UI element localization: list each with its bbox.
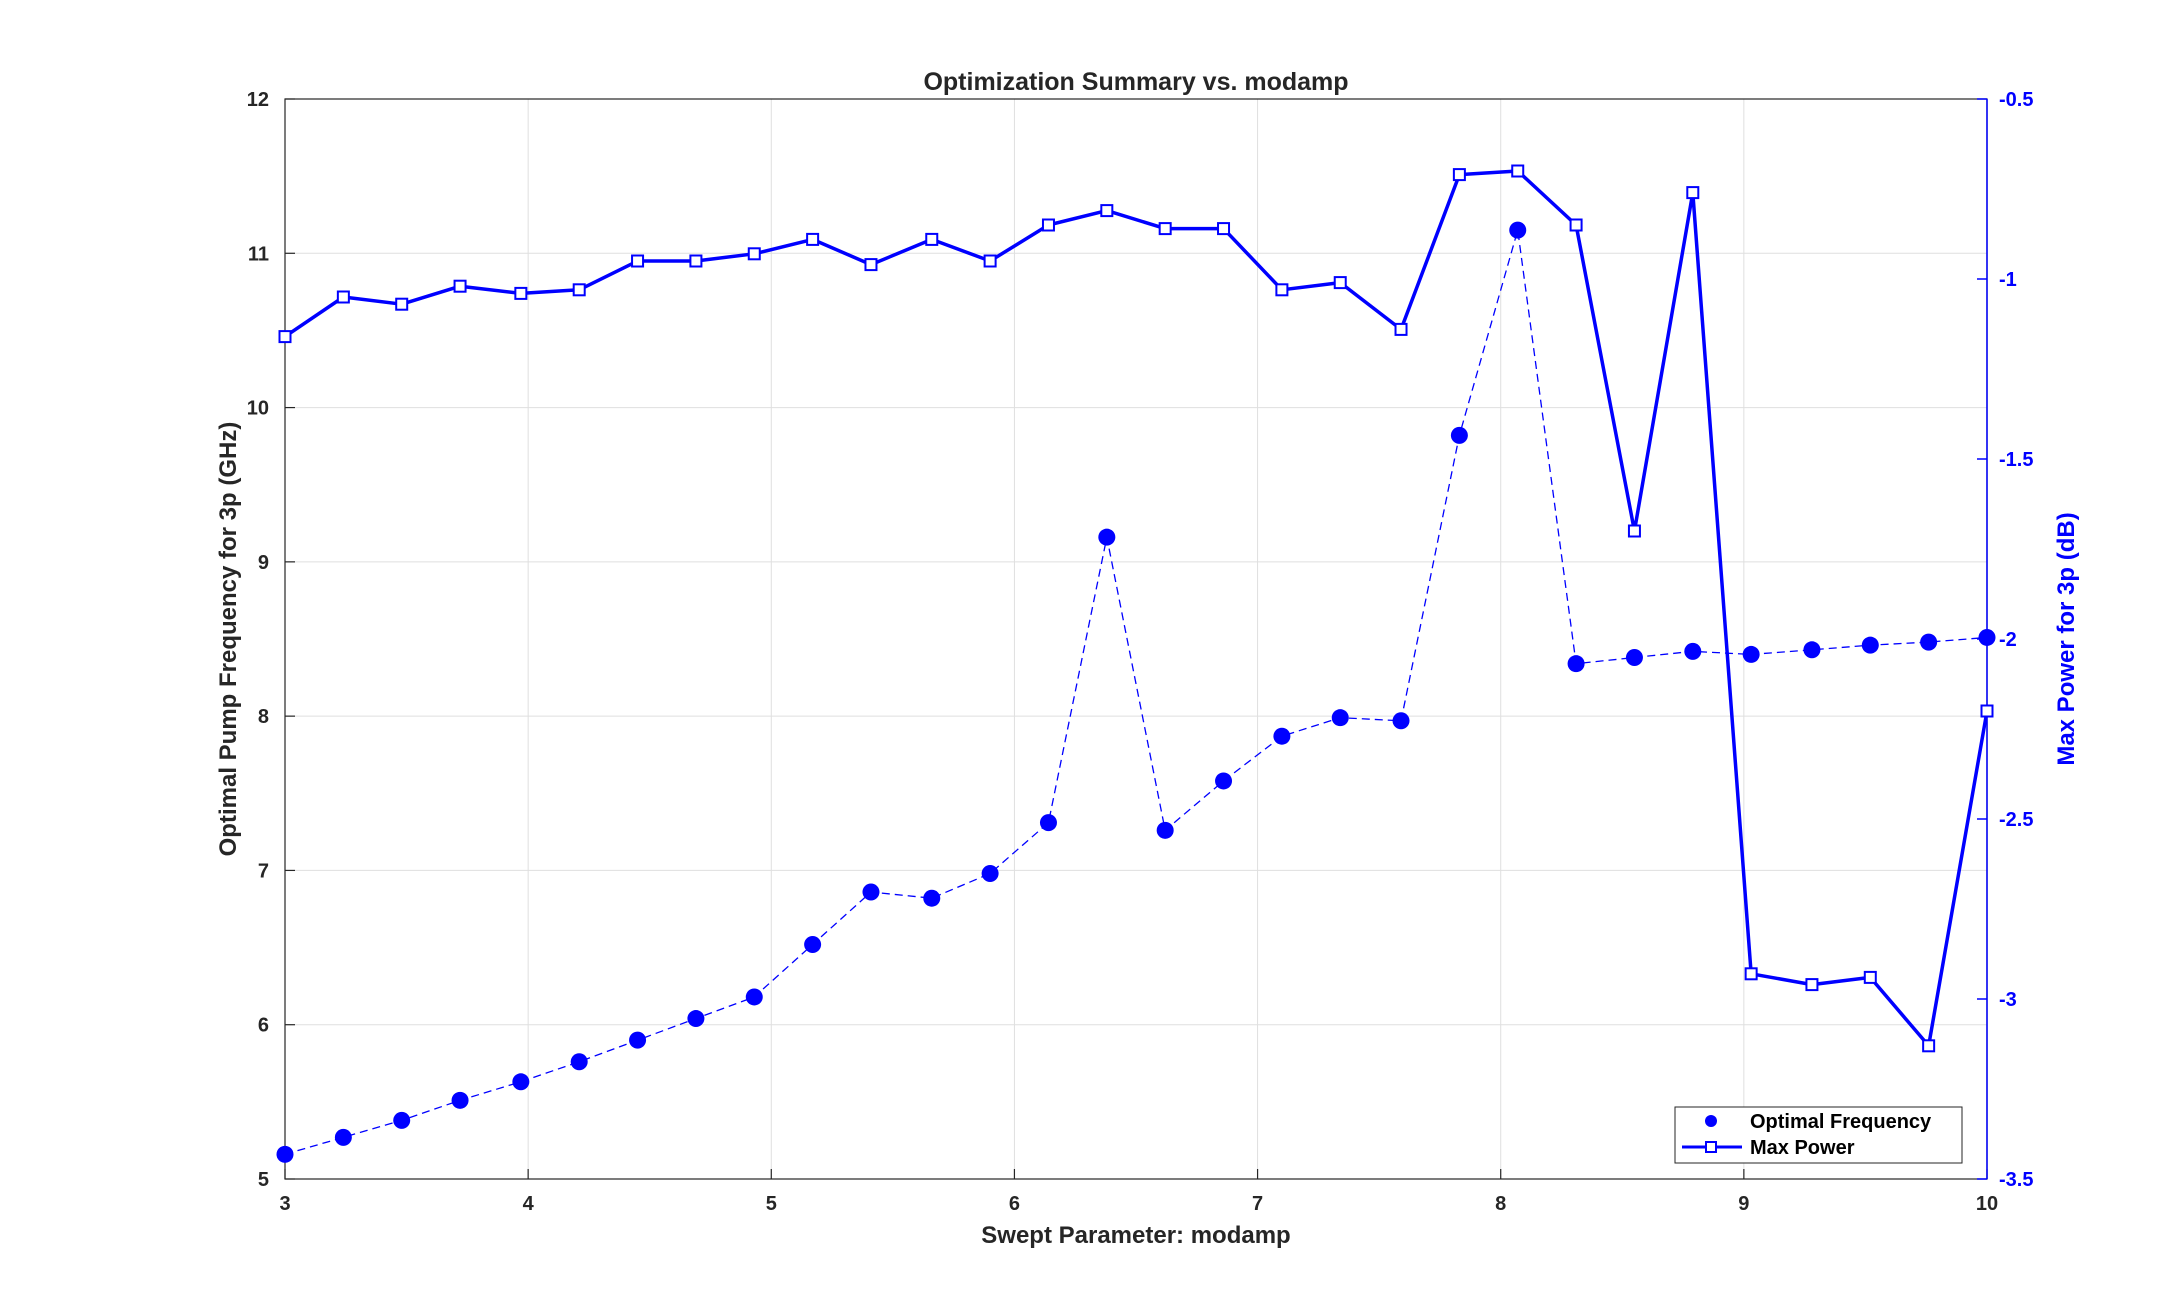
y-axis-left-label: Optimal Pump Frequency for 3p (GHz) [215,422,242,857]
data-point-optimal-frequency [1450,426,1468,444]
legend-marker-optimal-frequency [1705,1115,1717,1127]
data-point-optimal-frequency [1803,641,1821,659]
axes: 3 4 5 6 7 8 9 10 5 6 7 8 9 10 11 12 -0.5 -1 -1.5 -2 -2.5 -3 -3… [247,89,2034,1215]
data-point-max-power [453,279,467,293]
y-left-tick-label: 8 [258,706,269,728]
data-point-optimal-frequency [862,883,880,901]
data-point-max-power [983,254,997,268]
data-point-max-power [1744,967,1758,981]
data-point-optimal-frequency [1509,221,1527,239]
x-tick-label: 8 [1495,1193,1506,1215]
data-point-max-power [1394,322,1408,336]
data-point-max-power [1627,524,1641,538]
data-point-optimal-frequency [1861,636,1879,654]
y-right-tick-label: -1 [1999,269,2017,291]
data-point-max-power [1333,276,1347,290]
data-point-max-power [572,283,586,297]
data-point-optimal-frequency [1625,649,1643,667]
data-point-optimal-frequency [745,988,763,1006]
x-tick-label: 10 [1976,1193,1998,1215]
legend-box [1674,1106,1963,1164]
data-point-max-power [864,258,878,272]
y-left-tick-label: 5 [258,1169,269,1191]
data-point-optimal-frequency [451,1091,469,1109]
data-point-max-power [1217,222,1231,236]
data-point-max-power [1452,168,1466,182]
data-point-optimal-frequency [276,1145,294,1163]
data-point-max-power [747,247,761,261]
data-point-optimal-frequency [1684,642,1702,660]
data-point-optimal-frequency [1215,772,1233,790]
data-point-optimal-frequency [1273,727,1291,745]
data-point-optimal-frequency [1039,814,1057,832]
data-point-max-power [1805,978,1819,992]
y-left-tick-label: 9 [258,552,269,574]
data-point-optimal-frequency [570,1053,588,1071]
data-point-optimal-frequency [923,889,941,907]
y-right-tick-label: -0.5 [1999,89,2033,111]
chart-title: Optimization Summary vs. modamp [923,68,1348,96]
series-line-optimal-frequency [284,229,1988,1155]
data-point-max-power [1863,970,1877,984]
y-left-tick-label: 6 [258,1015,269,1037]
y-right-tick-label: -2.5 [1999,809,2033,831]
y-left-tick-label: 7 [258,860,269,882]
data-point-max-power [1569,218,1583,232]
data-point-max-power [395,297,409,311]
data-point-optimal-frequency [804,935,822,953]
data-point-optimal-frequency [512,1073,530,1091]
y-right-tick-label: -1.5 [1999,449,2033,471]
data-point-optimal-frequency [1567,655,1585,673]
data-point-optimal-frequency [629,1031,647,1049]
legend: Optimal Frequency Max Power [1674,1106,1963,1164]
legend-label-max-power: Max Power [1750,1137,1855,1159]
data-point-max-power [925,232,939,246]
x-tick-label: 6 [1009,1193,1020,1215]
data-point-max-power [278,330,292,344]
y-left-tick-label: 10 [247,398,269,420]
y-axis-right-label: Max Power for 3p (dB) [2053,512,2080,765]
data-point-max-power [1275,283,1289,297]
y-left-tick-label: 11 [248,243,269,265]
x-tick-label: 9 [1738,1193,1749,1215]
data-point-optimal-frequency [1331,709,1349,727]
data-point-optimal-frequency [1098,528,1116,546]
data-point-optimal-frequency [1156,821,1174,839]
y-right-tick-label: -3.5 [1999,1169,2033,1191]
data-point-optimal-frequency [981,865,999,883]
x-axis-label: Swept Parameter: modamp [981,1222,1290,1249]
data-point-optimal-frequency [687,1010,705,1028]
legend-label-optimal-frequency: Optimal Frequency [1750,1111,1932,1133]
y-right-tick-label: -2 [1999,629,2017,651]
data-point-max-power [689,254,703,268]
data-point-max-power [336,290,350,304]
x-tick-label: 4 [523,1193,535,1215]
series-layer [276,164,1996,1163]
data-point-optimal-frequency [1742,645,1760,663]
data-point-max-power [631,254,645,268]
x-tick-label: 3 [279,1193,290,1215]
data-point-max-power [1511,164,1525,178]
data-point-optimal-frequency [1920,633,1938,651]
data-point-max-power [1041,218,1055,232]
data-point-max-power [1158,222,1172,236]
data-point-optimal-frequency [334,1128,352,1146]
data-point-max-power [1100,204,1114,218]
data-point-optimal-frequency [393,1111,411,1129]
series-line-max-power [284,169,1989,1048]
data-point-max-power [1980,704,1994,718]
data-point-optimal-frequency [1392,712,1410,730]
data-point-max-power [514,286,528,300]
data-point-max-power [1686,186,1700,200]
x-tick-label: 7 [1252,1193,1263,1215]
y-right-tick-label: -3 [1999,989,2017,1011]
data-point-max-power [806,232,820,246]
data-point-optimal-frequency [1978,628,1996,646]
x-tick-label: 5 [766,1193,777,1215]
legend-marker-max-power [1705,1141,1717,1153]
data-point-max-power [1922,1039,1936,1053]
y-left-tick-label: 12 [247,89,269,111]
